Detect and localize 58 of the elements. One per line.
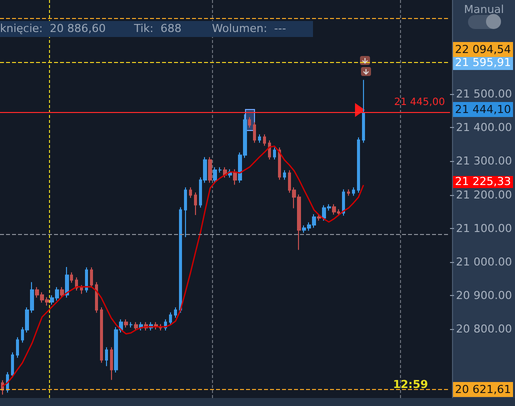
ref-line-label: 20 621,61 [453, 382, 513, 398]
ref-line-label: 21 595,91 [453, 54, 513, 70]
candlestick [248, 116, 251, 128]
text: 21 444,10 [453, 102, 513, 117]
candlestick [179, 206, 182, 314]
y-tick-label: 21 400.00 [456, 121, 512, 134]
candlestick [362, 79, 365, 144]
candlestick [268, 140, 271, 160]
y-tick-label: 21 300.00 [456, 154, 512, 168]
candlestick [332, 204, 336, 216]
candlestick [11, 352, 14, 378]
candlestick [233, 168, 237, 186]
y-tick-label: 21 000.00 [456, 255, 512, 268]
y-tick-label: 21 100.00 [456, 222, 512, 235]
candlestick [70, 272, 73, 284]
text: 21 225,33 [453, 175, 513, 188]
y-tick-label: 21 500.00 [456, 88, 512, 101]
annotation: Wolumen: --- [212, 22, 286, 36]
line-series [2, 145, 364, 387]
annotation: 12:59 [393, 378, 428, 391]
candlestick [95, 282, 98, 314]
candlestick [317, 214, 321, 222]
candlestick [347, 188, 350, 196]
text: 22 094,54 [453, 42, 513, 57]
candlestick [352, 186, 355, 196]
candlestick [263, 134, 266, 146]
y-tick-label: 20 800.00 [456, 322, 512, 336]
candlestick [342, 188, 345, 216]
candlestick [208, 156, 212, 184]
candlestick [16, 336, 19, 358]
annotation: Tik: 688 [134, 22, 182, 36]
candlestick [189, 186, 192, 198]
candlestick [129, 322, 133, 328]
candlestick [65, 266, 69, 298]
candlestick [100, 306, 103, 364]
candlestick [194, 192, 197, 216]
candlestick [253, 122, 256, 144]
candlestick [85, 266, 88, 294]
candlestick [184, 186, 187, 238]
candlestick [273, 146, 276, 160]
candlestick [60, 286, 64, 298]
candlestick [357, 136, 360, 194]
candlestick [80, 284, 83, 294]
ref-line-label: 21 445,00 [394, 97, 446, 108]
annotation: knięcie: 20 886,60 [0, 22, 106, 36]
candlestick [169, 312, 172, 326]
y-tick-label: 21 200.00 [456, 188, 512, 202]
candlestick [124, 318, 128, 328]
candlestick [105, 346, 108, 367]
candlestick [283, 170, 286, 180]
candlestick [278, 146, 281, 180]
candlestick [134, 322, 138, 331]
candlestick [174, 306, 177, 318]
text: Manual [463, 3, 505, 16]
y-tick-label: 20 900.00 [456, 289, 512, 302]
candlestick [110, 346, 113, 380]
candlestick [258, 134, 261, 144]
candlestick [90, 266, 93, 288]
